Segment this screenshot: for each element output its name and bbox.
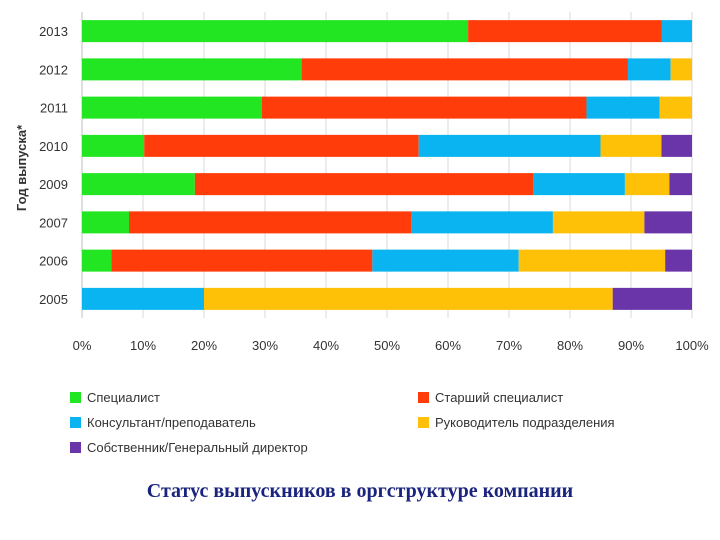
bar-segment <box>372 249 519 272</box>
legend-swatch <box>70 392 81 403</box>
x-tick-label: 40% <box>313 338 339 353</box>
bar-segment <box>624 173 670 196</box>
bar-segment <box>301 58 628 81</box>
bar-segment <box>600 134 662 157</box>
bar-segment <box>661 20 692 43</box>
bar-segment <box>82 173 195 196</box>
x-tick-label: 100% <box>675 338 709 353</box>
bar-segment <box>627 58 671 81</box>
legend-label: Консультант/преподаватель <box>87 415 256 430</box>
legend-label: Старший специалист <box>435 390 563 405</box>
x-tick-label: 70% <box>496 338 522 353</box>
legend-swatch <box>418 417 429 428</box>
bar-segment <box>82 58 302 81</box>
y-tick-label: 2007 <box>39 215 68 230</box>
y-tick-label: 2013 <box>39 24 68 39</box>
bar-segment <box>669 173 692 196</box>
y-axis-ticks: 2013 2012 2011 2010 2009 2007 2006 2005 <box>39 24 68 307</box>
bar-segment <box>533 173 625 196</box>
bars <box>82 20 692 310</box>
bar-segment <box>194 173 534 196</box>
x-tick-label: 90% <box>618 338 644 353</box>
bar-segment <box>659 96 692 119</box>
bar-segment <box>82 20 469 43</box>
x-tick-label: 50% <box>374 338 400 353</box>
x-tick-label: 30% <box>252 338 278 353</box>
legend-label: Руководитель подразделения <box>435 415 615 430</box>
x-tick-label: 20% <box>191 338 217 353</box>
y-tick-label: 2011 <box>40 101 68 116</box>
y-tick-label: 2012 <box>39 62 68 77</box>
bar-segment <box>586 96 660 119</box>
y-tick-label: 2010 <box>39 139 68 154</box>
legend: Специалист Старший специалист Консультант/… <box>70 390 615 455</box>
bar-segment <box>644 211 692 234</box>
y-tick-label: 2005 <box>39 292 68 307</box>
bar-segment <box>411 211 553 234</box>
x-tick-label: 80% <box>557 338 583 353</box>
x-axis-ticks: 0% 10% 20% 30% 40% 50% 60% 70% 80% 90% 100% <box>73 338 709 353</box>
bar-segment <box>552 211 645 234</box>
bar-segment <box>670 58 692 81</box>
x-tick-label: 10% <box>130 338 156 353</box>
grid-lines <box>81 12 693 318</box>
y-tick-label: 2006 <box>39 254 68 269</box>
bar-segment <box>82 287 204 310</box>
legend-swatch <box>70 417 81 428</box>
y-tick-label: 2009 <box>39 177 68 192</box>
stacked-bar-chart: 0% 10% 20% 30% 40% 50% 60% 70% 80% 90% 100% 201320… <box>14 12 709 455</box>
bar-segment <box>82 249 112 272</box>
legend-swatch <box>70 442 81 453</box>
bar-segment <box>144 134 419 157</box>
y-axis-title: Год выпуска* <box>14 124 29 211</box>
legend-swatch <box>418 392 429 403</box>
bar-segment <box>612 287 692 310</box>
bar-segment <box>468 20 662 43</box>
legend-label: Специалист <box>87 390 160 405</box>
legend-label: Собственник/Генеральный директор <box>87 440 308 455</box>
bar-segment <box>418 134 601 157</box>
x-tick-label: 0% <box>73 338 92 353</box>
bar-segment <box>261 96 587 119</box>
bar-segment <box>518 249 666 272</box>
bar-segment <box>128 211 412 234</box>
bar-segment <box>665 249 692 272</box>
bar-segment <box>82 211 129 234</box>
bar-segment <box>82 96 262 119</box>
bar-segment <box>661 134 692 157</box>
x-tick-label: 60% <box>435 338 461 353</box>
chart-title: Статус выпускников в оргструктуре компан… <box>146 480 574 502</box>
bar-segment <box>204 287 613 310</box>
bar-segment <box>111 249 373 272</box>
bar-segment <box>82 134 145 157</box>
